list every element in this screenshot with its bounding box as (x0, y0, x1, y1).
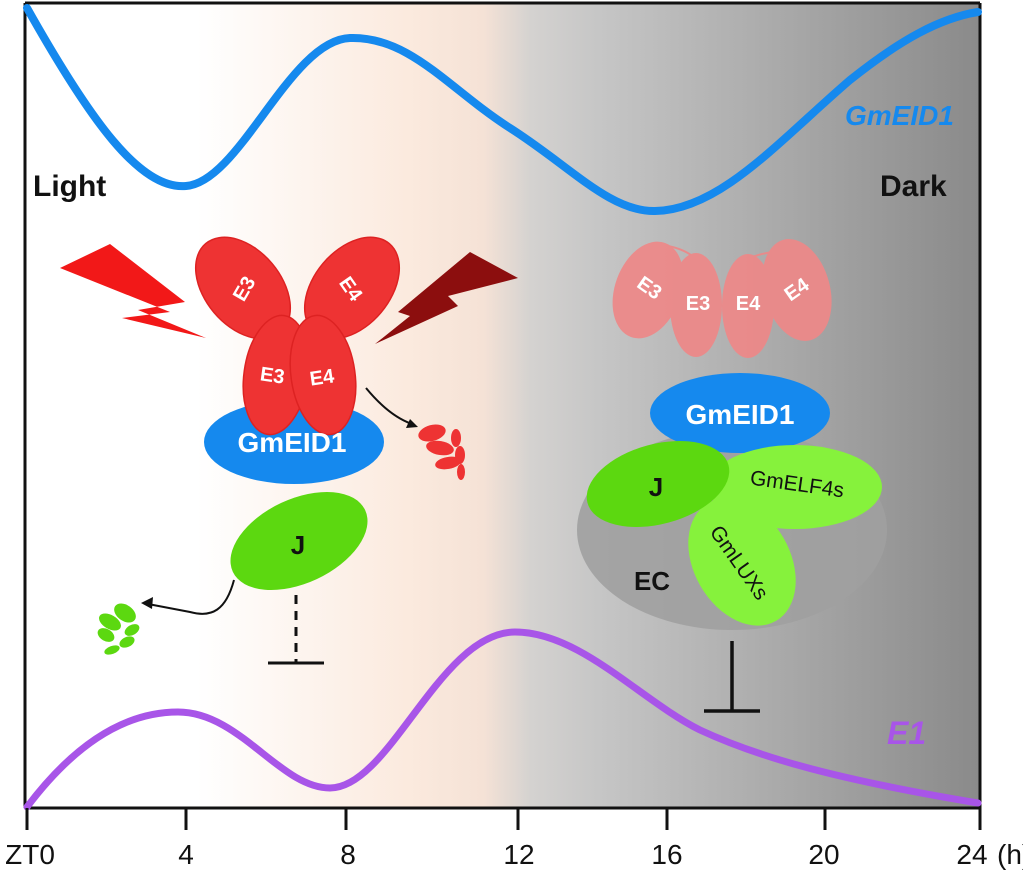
e4-bottom-label: E4 (308, 365, 336, 390)
tick-label: 4 (178, 839, 194, 870)
x-axis (25, 808, 982, 830)
x-axis-unit: (h) (997, 839, 1023, 870)
lightning-dark-icon (375, 252, 518, 344)
e1-curve (23, 628, 982, 811)
plot-frame (23, 1, 982, 810)
tick-label: 12 (503, 839, 534, 870)
dark-phase-faded-complex (612, 239, 832, 358)
light-label: Light (33, 170, 106, 203)
j-light-label: J (291, 530, 305, 560)
light-phase-complex: E3 E4 E3 E4 GmEID1 (194, 236, 401, 484)
gmeid1-dark-label: GmEID1 (686, 399, 795, 430)
e3-inner-label: E3 (686, 293, 710, 315)
gmeid1-protein-dark (650, 373, 830, 453)
gmeid1-curve-label: GmEID1 (845, 100, 954, 131)
e4-inner-label: E4 (736, 293, 761, 315)
tick-label: 8 (340, 839, 356, 870)
ec-label: EC (634, 566, 670, 596)
j-protein-light (230, 492, 368, 590)
tick-label: 24 (956, 839, 987, 870)
j-dark-label: J (649, 472, 663, 502)
j-protein-dark (586, 440, 730, 528)
tick-label: 16 (651, 839, 682, 870)
degradation-arrow-green (147, 579, 235, 615)
lightning-bright-icon (60, 244, 206, 338)
tick-label: 20 (808, 839, 839, 870)
x-axis-tick-labels: ZT0 4 8 12 16 20 24 (h) (5, 839, 1023, 870)
gmluxs-protein (688, 498, 796, 626)
dark-label: Dark (880, 170, 947, 203)
tick-label: ZT0 (5, 839, 55, 870)
degraded-j-fragments-icon (97, 603, 140, 655)
gmeid1-light-label: GmEID1 (238, 427, 347, 458)
degradation-arrow-red (365, 387, 413, 425)
gmeid1-curve (23, 4, 982, 216)
degraded-e-fragments-icon (418, 424, 465, 480)
e3-bottom-label: E3 (259, 363, 286, 388)
e1-curve-label: E1 (887, 715, 926, 751)
